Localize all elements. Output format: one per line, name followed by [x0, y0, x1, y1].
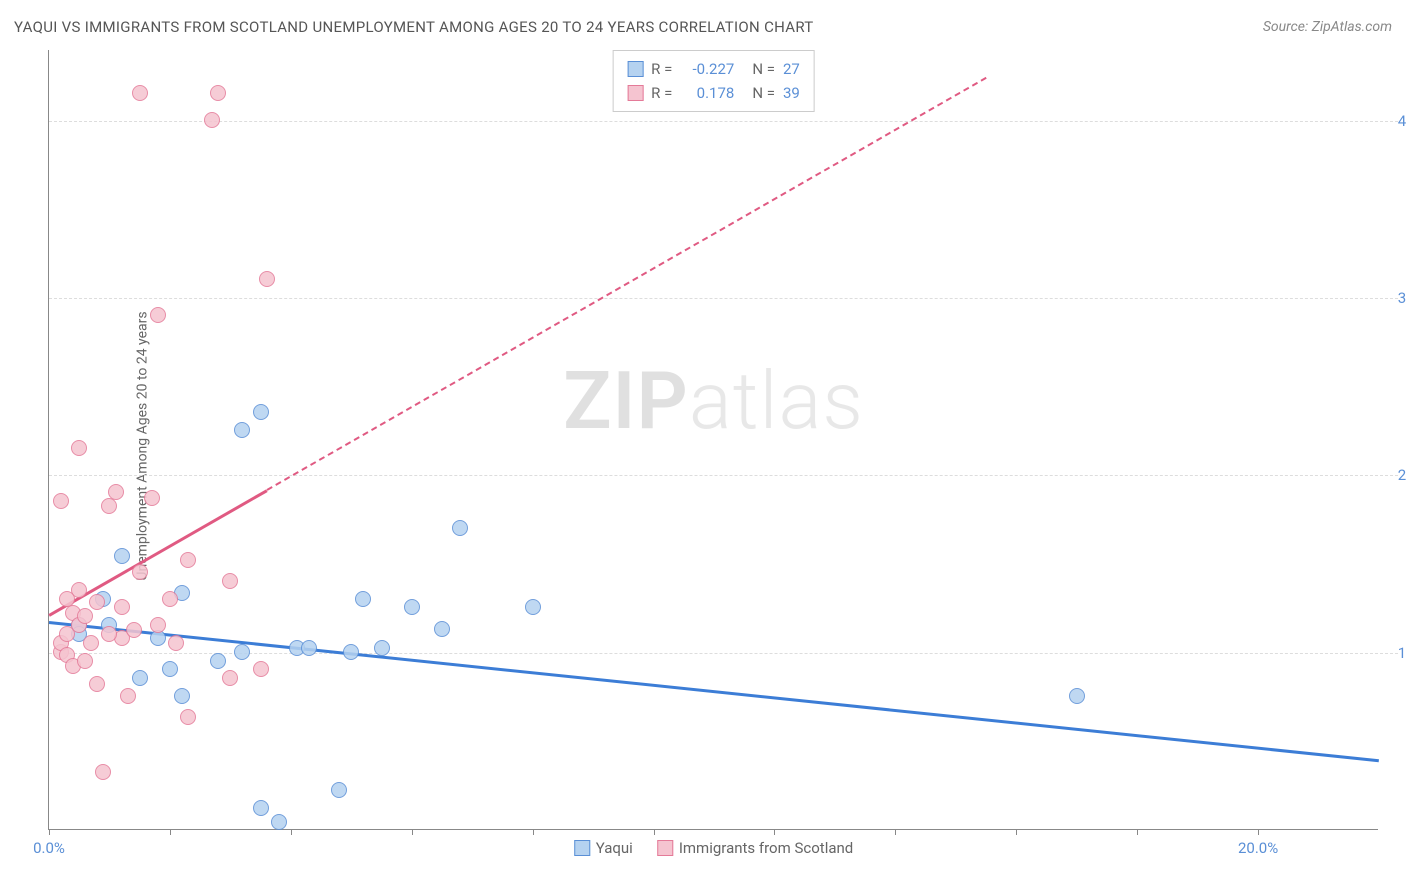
data-point	[162, 591, 178, 607]
y-tick-label: 30.0%	[1398, 289, 1406, 307]
x-tick	[1258, 829, 1259, 835]
data-point	[452, 520, 468, 536]
legend-n-label: N =	[752, 81, 775, 105]
legend-r-value: 0.178	[680, 81, 734, 105]
data-point	[120, 688, 136, 704]
gridline	[49, 121, 1398, 122]
legend-n-label: N =	[752, 57, 775, 81]
legend-series-item: Yaqui	[574, 839, 633, 857]
data-point	[83, 635, 99, 651]
data-point	[210, 85, 226, 101]
x-tick	[1016, 829, 1017, 835]
data-point	[150, 617, 166, 633]
data-point	[234, 422, 250, 438]
legend-series-label: Immigrants from Scotland	[679, 839, 853, 857]
data-point	[132, 564, 148, 580]
data-point	[343, 644, 359, 660]
data-point	[132, 670, 148, 686]
data-point	[253, 661, 269, 677]
scatter-chart: ZIPatlas R =-0.227N =27R =0.178N =39 Yaq…	[48, 50, 1378, 830]
legend-series-label: Yaqui	[596, 839, 633, 857]
data-point	[253, 404, 269, 420]
x-tick	[654, 829, 655, 835]
data-point	[126, 622, 142, 638]
chart-title: YAQUI VS IMMIGRANTS FROM SCOTLAND UNEMPL…	[14, 18, 814, 36]
gridline	[49, 298, 1398, 299]
x-tick	[170, 829, 171, 835]
data-point	[253, 800, 269, 816]
data-point	[53, 493, 69, 509]
x-tick	[291, 829, 292, 835]
data-point	[259, 271, 275, 287]
data-point	[355, 591, 371, 607]
y-tick-label: 10.0%	[1398, 644, 1406, 662]
data-point	[77, 653, 93, 669]
x-tick-label: 0.0%	[33, 839, 65, 857]
data-point	[222, 573, 238, 589]
data-point	[150, 307, 166, 323]
x-tick-label: 20.0%	[1238, 839, 1278, 857]
legend-n-value: 39	[783, 81, 800, 105]
data-point	[331, 782, 347, 798]
data-point	[95, 764, 111, 780]
source-attribution: Source: ZipAtlas.com	[1263, 19, 1392, 35]
correlation-legend: R = -0.227 N = 27 R = 0.178 N = 39	[612, 50, 815, 112]
data-point	[59, 591, 75, 607]
trendline-yaqui	[49, 621, 1379, 762]
data-point	[301, 640, 317, 656]
data-point	[174, 688, 190, 704]
legend-swatch	[657, 840, 673, 856]
data-point	[204, 112, 220, 128]
data-point	[525, 599, 541, 615]
data-point	[234, 644, 250, 660]
data-point	[114, 599, 130, 615]
y-tick-label: 40.0%	[1398, 112, 1406, 130]
trendline-dashed-immigrants-from-scotland	[266, 77, 986, 491]
data-point	[404, 599, 420, 615]
legend-swatch	[627, 61, 643, 77]
x-tick	[412, 829, 413, 835]
data-point	[89, 594, 105, 610]
data-point	[77, 608, 93, 624]
legend-r-label: R =	[651, 57, 672, 81]
data-point	[89, 676, 105, 692]
data-point	[144, 490, 160, 506]
legend-r-label: R =	[651, 81, 672, 105]
data-point	[374, 640, 390, 656]
data-point	[71, 440, 87, 456]
data-point	[114, 548, 130, 564]
series-legend: Yaqui Immigrants from Scotland	[574, 839, 854, 857]
data-point	[101, 626, 117, 642]
legend-swatch	[574, 840, 590, 856]
data-point	[180, 709, 196, 725]
x-tick	[1137, 829, 1138, 835]
data-point	[180, 552, 196, 568]
y-tick-label: 20.0%	[1398, 466, 1406, 484]
data-point	[271, 814, 287, 830]
data-point	[132, 85, 148, 101]
x-tick	[895, 829, 896, 835]
legend-row: R = 0.178 N = 39	[627, 81, 800, 105]
gridline	[49, 653, 1398, 654]
data-point	[1069, 688, 1085, 704]
gridline	[49, 475, 1398, 476]
x-tick	[49, 829, 50, 835]
data-point	[168, 635, 184, 651]
legend-n-value: 27	[783, 57, 800, 81]
data-point	[162, 661, 178, 677]
watermark: ZIPatlas	[563, 354, 864, 448]
legend-row: R = -0.227 N = 27	[627, 57, 800, 81]
x-tick	[774, 829, 775, 835]
legend-series-item: Immigrants from Scotland	[657, 839, 853, 857]
data-point	[434, 621, 450, 637]
x-tick	[533, 829, 534, 835]
data-point	[101, 498, 117, 514]
legend-r-value: -0.227	[680, 57, 734, 81]
data-point	[222, 670, 238, 686]
data-point	[108, 484, 124, 500]
data-point	[210, 653, 226, 669]
legend-swatch	[627, 85, 643, 101]
